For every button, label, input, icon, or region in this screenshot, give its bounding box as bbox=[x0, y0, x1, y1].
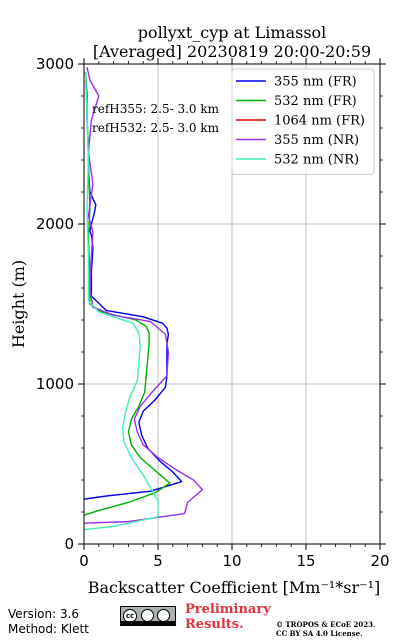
legend: 355 nm (FR) 532 nm (FR) 1064 nm (FR) 355 nm… bbox=[231, 68, 375, 175]
copyright-license: © TROPOS & ECoE 2023. CC BY SA 4.0 Licen… bbox=[276, 620, 375, 638]
reference-height-annotation: refH355: 2.5- 3.0 km bbox=[92, 102, 220, 116]
chart-subtitle: [Averaged] 20230819 20:00-20:59 bbox=[93, 42, 371, 61]
legend-box bbox=[231, 68, 375, 175]
preliminary-line-1: Preliminary bbox=[185, 602, 271, 617]
x-tick-label: 15 bbox=[296, 552, 315, 570]
cc-license-logo: cc bbox=[120, 606, 176, 626]
x-tick-label: 5 bbox=[153, 552, 163, 570]
y-tick-label: 3000 bbox=[36, 55, 74, 73]
annotations: refH355: 2.5- 3.0 km refH532: 2.5- 3.0 km bbox=[92, 102, 220, 135]
x-tick-label: 10 bbox=[222, 552, 241, 570]
series-line-3 bbox=[83, 67, 204, 524]
y-tick-label: 0 bbox=[64, 535, 74, 553]
footer-info: Version: 3.6 Method: Klett bbox=[8, 607, 89, 637]
reference-height-annotation: refH532: 2.5- 3.0 km bbox=[92, 121, 220, 135]
y-tick-label: 2000 bbox=[36, 215, 74, 233]
version-text: Version: 3.6 bbox=[8, 607, 80, 621]
preliminary-line-2: Results. bbox=[185, 617, 244, 632]
legend-label: 1064 nm (FR) bbox=[274, 114, 365, 129]
x-axis-label: Backscatter Coefficient [Mm⁻¹*sr⁻¹] bbox=[88, 578, 381, 597]
chart-title: pollyxt_cyp at Limassol bbox=[138, 23, 327, 42]
x-tick-label: 20 bbox=[370, 552, 389, 570]
backscatter-profile-chart: pollyxt_cyp at Limassol [Averaged] 20230… bbox=[9, 23, 390, 597]
license-line: CC BY SA 4.0 License. bbox=[276, 629, 363, 638]
legend-label: 355 nm (FR) bbox=[274, 75, 357, 90]
y-axis-label: Height (m) bbox=[9, 260, 28, 348]
method-text: Method: Klett bbox=[8, 622, 89, 636]
legend-label: 532 nm (NR) bbox=[274, 153, 359, 168]
copyright-line: © TROPOS & ECoE 2023. bbox=[276, 620, 376, 629]
series-line-4 bbox=[83, 71, 159, 531]
axis-ticks: 0 5 10 15 20 0 1000 2000 3000 bbox=[36, 55, 390, 570]
y-tick-label: 1000 bbox=[36, 375, 74, 393]
series-line-0 bbox=[83, 71, 183, 500]
preliminary-results-note: Preliminary Results. bbox=[185, 602, 271, 632]
legend-label: 355 nm (NR) bbox=[274, 133, 359, 148]
cc-strip bbox=[121, 621, 175, 625]
x-tick-label: 0 bbox=[79, 552, 89, 570]
legend-label: 532 nm (FR) bbox=[274, 94, 357, 109]
series-layer bbox=[83, 67, 204, 531]
